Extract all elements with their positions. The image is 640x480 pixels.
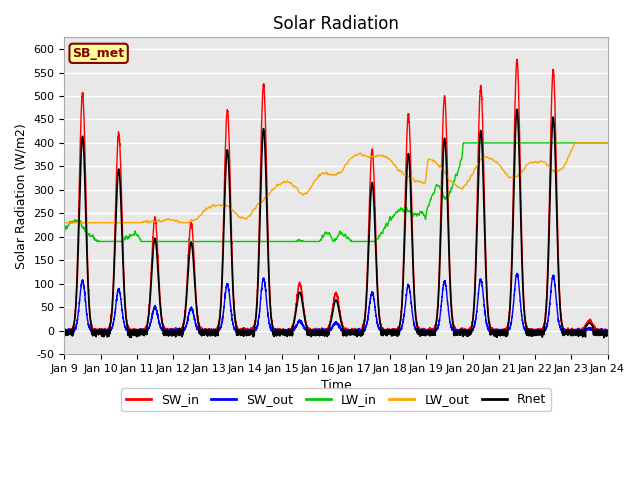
- LW_out: [212, 203, 220, 208]
- SW_in: [377, 323, 385, 328]
- LW_out: [604, 140, 611, 146]
- SW_in: [242, 327, 250, 333]
- Rnet: [604, 330, 611, 336]
- X-axis label: Time: Time: [321, 379, 351, 393]
- LW_in: [559, 140, 566, 146]
- Rnet: [513, 107, 521, 112]
- Title: Solar Radiation: Solar Radiation: [273, 15, 399, 33]
- LW_out: [377, 153, 385, 158]
- LW_out: [242, 216, 250, 221]
- LW_in: [242, 239, 250, 244]
- LW_in: [95, 239, 103, 244]
- LW_in: [212, 239, 220, 244]
- Y-axis label: Solar Radiation (W/m2): Solar Radiation (W/m2): [15, 123, 28, 269]
- SW_out: [61, 329, 68, 335]
- Text: SB_met: SB_met: [72, 47, 125, 60]
- SW_out: [377, 327, 385, 333]
- Rnet: [600, 335, 608, 341]
- LW_out: [572, 140, 580, 146]
- Line: LW_in: LW_in: [65, 143, 607, 241]
- SW_out: [559, 327, 566, 333]
- SW_out: [513, 271, 521, 276]
- LW_in: [460, 140, 467, 146]
- Line: SW_in: SW_in: [65, 60, 607, 333]
- LW_in: [377, 230, 385, 236]
- LW_out: [455, 184, 463, 190]
- Rnet: [455, 330, 463, 336]
- Rnet: [415, 331, 423, 337]
- LW_in: [415, 212, 423, 218]
- SW_out: [212, 328, 220, 334]
- SW_in: [513, 57, 521, 62]
- Line: LW_out: LW_out: [65, 143, 607, 223]
- Legend: SW_in, SW_out, LW_in, LW_out, Rnet: SW_in, SW_out, LW_in, LW_out, Rnet: [121, 388, 551, 411]
- Rnet: [242, 329, 250, 335]
- Rnet: [61, 330, 68, 336]
- SW_in: [212, 327, 220, 333]
- LW_out: [559, 165, 566, 170]
- Line: Rnet: Rnet: [65, 109, 607, 338]
- Line: SW_out: SW_out: [65, 274, 607, 333]
- LW_out: [61, 220, 68, 226]
- SW_in: [604, 328, 611, 334]
- SW_out: [242, 328, 250, 334]
- SW_in: [61, 328, 68, 334]
- SW_out: [415, 327, 423, 333]
- SW_out: [604, 328, 611, 334]
- SW_in: [559, 326, 566, 332]
- SW_out: [455, 327, 463, 333]
- SW_in: [100, 330, 108, 336]
- LW_in: [455, 165, 463, 171]
- Rnet: [212, 328, 220, 334]
- LW_in: [61, 228, 68, 234]
- SW_out: [163, 330, 171, 336]
- LW_in: [604, 140, 611, 146]
- SW_in: [455, 327, 463, 333]
- Rnet: [377, 323, 385, 328]
- SW_in: [415, 326, 423, 332]
- Rnet: [559, 330, 566, 336]
- LW_out: [415, 178, 423, 184]
